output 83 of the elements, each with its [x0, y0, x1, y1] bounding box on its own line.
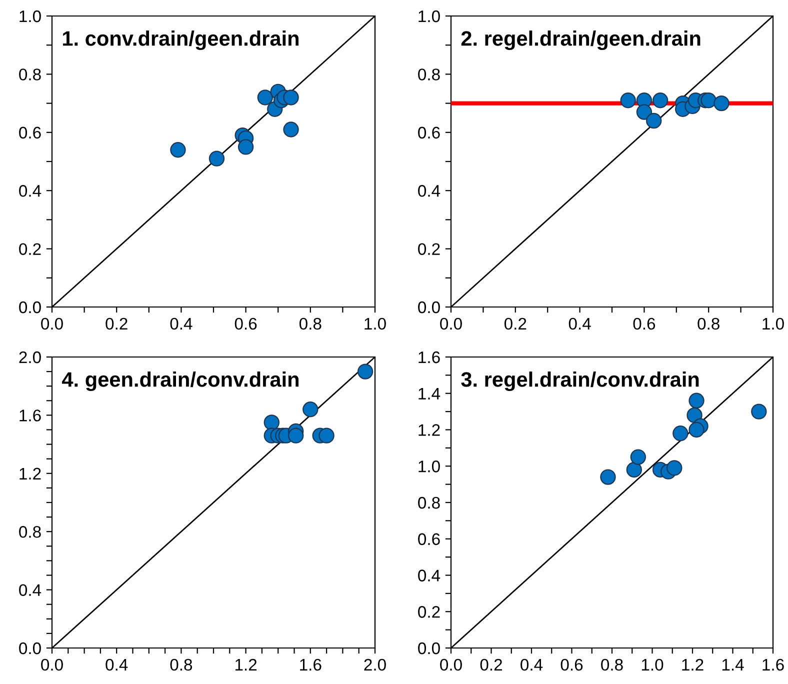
point	[283, 90, 299, 106]
x-tick-label: 1.4	[722, 659, 744, 670]
y-tick-label: 0.2	[19, 243, 41, 256]
x-tick-label: 0.4	[568, 318, 591, 330]
y-tick-label: 1.6	[20, 410, 41, 422]
y-tick-label: 1.4	[418, 388, 440, 400]
x-tick-label: 0.0	[41, 318, 63, 330]
y-tick-label: 1.2	[20, 468, 41, 480]
x-tick-label: 2.0	[364, 658, 386, 671]
y-tick-label: 0.0	[418, 642, 440, 654]
point	[357, 364, 374, 380]
point	[264, 414, 280, 430]
point	[257, 90, 274, 106]
point	[646, 112, 662, 129]
y-tick-label: 2.0	[19, 351, 41, 364]
x-tick-label: 0.8	[601, 658, 623, 671]
x-tick-label: 0.0	[440, 658, 462, 671]
x-tick-label: 0.8	[698, 318, 720, 330]
point	[600, 469, 616, 485]
x-tick-label: 0.2	[106, 318, 128, 330]
point	[283, 122, 299, 138]
y-tick-label: 1.0	[20, 10, 41, 22]
x-tick-label: 1.2	[682, 658, 704, 670]
point	[238, 139, 254, 155]
y-tick-label: 0.6	[19, 126, 41, 139]
point	[666, 460, 682, 476]
y-tick-label: 0.0	[418, 301, 440, 314]
x-tick-label: 1.6	[762, 658, 784, 671]
x-tick-label: 0.8	[170, 658, 192, 671]
point	[626, 462, 642, 478]
x-tick-label: 0.2	[504, 318, 526, 330]
x-tick-label: 0.6	[560, 658, 583, 671]
y-tick-label: 1.0	[418, 460, 440, 472]
y-tick-label: 0.6	[418, 533, 440, 546]
text: 4. geen.drain/conv.drain	[62, 372, 299, 392]
point	[170, 142, 186, 158]
x-tick-label: 0.6	[234, 318, 257, 330]
point	[318, 428, 334, 444]
y-tick-label: 0.0	[19, 301, 41, 314]
point	[751, 404, 767, 420]
point	[688, 422, 704, 438]
point	[288, 428, 304, 444]
point	[700, 92, 716, 108]
x-tick-label: 1.0	[364, 318, 386, 330]
x-tick-label: 0.4	[520, 658, 543, 671]
point	[672, 426, 688, 442]
text: 3. regel.drain/conv.drain	[461, 372, 699, 392]
x-tick-label: 0.4	[170, 318, 192, 330]
point	[620, 92, 636, 108]
y-tick-label: 0.8	[19, 68, 41, 80]
x-tick-label: 0.0	[440, 318, 462, 330]
y-tick-label: 1.0	[418, 10, 440, 22]
y-tick-label: 0.4	[19, 185, 42, 197]
y-tick-label: 0.0	[19, 642, 41, 654]
x-tick-label: 1.0	[762, 318, 784, 330]
y-tick-label: 0.2	[418, 243, 440, 256]
y-tick-label: 0.8	[418, 68, 440, 80]
point	[302, 402, 318, 418]
y-tick-label: 0.4	[19, 584, 42, 596]
y-tick-label: 0.4	[418, 185, 440, 197]
point	[208, 150, 225, 166]
x-tick-label: 0.2	[480, 658, 502, 671]
x-tick-label: 0.0	[41, 658, 63, 671]
point	[714, 95, 730, 112]
x-tick-label: 0.8	[299, 318, 322, 330]
point	[652, 92, 668, 108]
y-tick-label: 0.4	[418, 570, 440, 582]
point	[688, 392, 704, 408]
y-tick-label: 0.8	[418, 496, 440, 509]
x-tick-label: 1.2	[235, 658, 257, 670]
y-tick-label: 0.8	[19, 526, 41, 538]
y-tick-label: 0.6	[418, 126, 440, 139]
y-tick-label: 1.6	[418, 351, 440, 364]
y-tick-label: 0.2	[418, 606, 440, 618]
point	[636, 104, 652, 120]
x-tick-label: 0.6	[633, 318, 656, 330]
point	[630, 449, 646, 465]
x-tick-label: 0.4	[106, 658, 128, 671]
text: 1. conv.drain/geen.drain	[63, 30, 299, 50]
text: 2. regel.drain/geen.drain	[461, 30, 700, 50]
x-tick-label: 1.0	[642, 658, 664, 671]
x-tick-label: 1.6	[300, 658, 322, 671]
y-tick-label: 1.2	[418, 424, 440, 436]
